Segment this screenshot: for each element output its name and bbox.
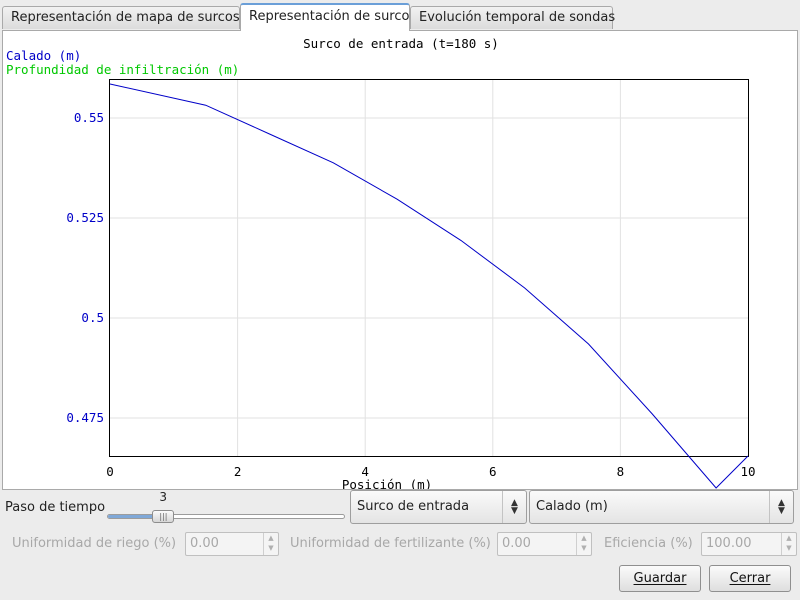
y-tick-label: 0.55 bbox=[74, 110, 104, 125]
tab-label: Representación de mapa de surcos bbox=[11, 10, 240, 25]
series-layer bbox=[109, 83, 749, 489]
furrow-chart: Surco de entrada (t=180 s) Calado (m) Pr… bbox=[6, 36, 756, 489]
chevron-updown-icon: ▲ ▼ bbox=[502, 491, 526, 523]
tab-probe-evolution[interactable]: Evolución temporal de sondas bbox=[410, 6, 616, 29]
efficiency-value: 100.00 bbox=[706, 536, 752, 551]
fertilizer-uniformity-label: Uniformidad de fertilizante (%) bbox=[290, 536, 491, 551]
tab-furrow-map[interactable]: Representación de mapa de surcos bbox=[2, 6, 240, 29]
chart-panel: Surco de entrada (t=180 s) Calado (m) Pr… bbox=[2, 30, 798, 490]
series-line-calado bbox=[109, 83, 749, 489]
x-tick-label: 8 bbox=[617, 464, 625, 479]
fertilizer-uniformity-value: 0.00 bbox=[502, 536, 531, 551]
x-tick-label: 2 bbox=[234, 464, 242, 479]
time-step-value: 3 bbox=[159, 490, 167, 504]
grid-lines bbox=[110, 80, 748, 456]
variable-select[interactable]: Calado (m) ▲ ▼ bbox=[529, 490, 794, 524]
time-step-label: Paso de tiempo bbox=[5, 500, 106, 515]
spin-arrows-icon: ▲ ▼ bbox=[263, 533, 278, 555]
x-axis-label: Posición (m) bbox=[342, 477, 432, 489]
y-tick-label: 0.475 bbox=[66, 410, 104, 425]
spin-arrows-icon: ▲ ▼ bbox=[576, 533, 591, 555]
variable-select-value: Calado (m) bbox=[536, 499, 608, 514]
furrow-select-value: Surco de entrada bbox=[357, 499, 470, 514]
close-button[interactable]: Cerrar bbox=[709, 565, 791, 592]
irrigation-uniformity-value: 0.00 bbox=[190, 536, 219, 551]
x-tick-label: 0 bbox=[106, 464, 114, 479]
spin-arrows-icon: ▲ ▼ bbox=[781, 533, 796, 555]
y-axis-ticks: 0.475 0.5 0.525 0.55 bbox=[66, 110, 104, 425]
efficiency-field[interactable]: 100.00 ▲ ▼ bbox=[701, 532, 797, 556]
tab-bar: Representación de mapa de surcos Represe… bbox=[0, 0, 800, 31]
x-tick-label: 6 bbox=[489, 464, 497, 479]
x-tick-label: 4 bbox=[361, 464, 369, 479]
plot-area bbox=[109, 79, 749, 457]
y-tick-label: 0.5 bbox=[81, 310, 104, 325]
fertilizer-uniformity-field[interactable]: 0.00 ▲ ▼ bbox=[497, 532, 592, 556]
tab-furrow[interactable]: Representación de surco bbox=[240, 3, 410, 31]
chart-title: Surco de entrada (t=180 s) bbox=[303, 36, 499, 51]
tab-label: Evolución temporal de sondas bbox=[419, 10, 616, 25]
furrow-select[interactable]: Surco de entrada ▲ ▼ bbox=[350, 490, 527, 524]
irrigation-uniformity-field[interactable]: 0.00 ▲ ▼ bbox=[185, 532, 279, 556]
x-axis-ticks: 0 2 4 6 8 10 bbox=[106, 464, 755, 479]
chevron-updown-icon: ▲ ▼ bbox=[769, 491, 793, 523]
time-step-slider-fill bbox=[108, 515, 165, 518]
time-step-slider-handle[interactable]: ||| bbox=[152, 510, 175, 523]
irrigation-uniformity-label: Uniformidad de riego (%) bbox=[12, 536, 177, 551]
efficiency-label: Eficiencia (%) bbox=[604, 536, 693, 551]
x-tick-label: 10 bbox=[740, 464, 755, 479]
tab-label: Representación de surco bbox=[249, 9, 410, 24]
legend-infiltration: Profundidad de infiltración (m) bbox=[6, 62, 239, 77]
time-step-slider-track[interactable] bbox=[107, 514, 345, 519]
y-tick-label: 0.525 bbox=[66, 210, 104, 225]
legend-calado: Calado (m) bbox=[6, 48, 81, 63]
save-button[interactable]: Guardar bbox=[619, 565, 701, 592]
